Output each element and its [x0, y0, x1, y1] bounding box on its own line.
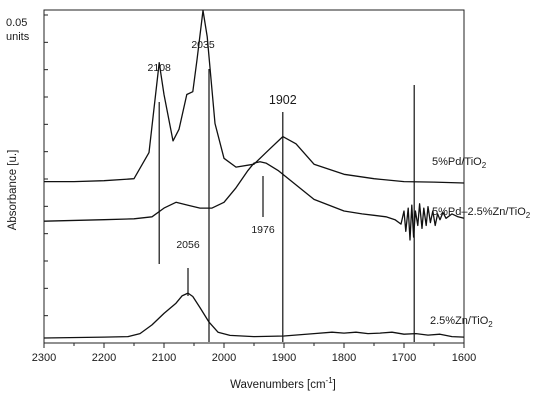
x-tick-label: 1800: [332, 352, 356, 364]
series-label-main: 5%Pd–2.5%Zn/TiO: [432, 206, 526, 218]
x-tick-label: 1900: [272, 352, 296, 364]
series-label-main: 2.5%Zn/TiO: [430, 315, 489, 327]
chart-text: 0.05 units Absorbance [u.] Wavenumbers […: [6, 17, 531, 391]
peak-label: 2056: [176, 239, 200, 251]
series-line-2: [43, 161, 465, 241]
series-label-main: 5%Pd/TiO: [432, 156, 482, 168]
x-axis-title-end: ]: [333, 379, 336, 391]
peak-label: 2108: [148, 62, 172, 74]
series-label-2: 5%Pd–2.5%Zn/TiO2: [432, 206, 531, 220]
spectra-curves: [43, 9, 465, 339]
x-tick-label: 1600: [452, 352, 476, 364]
series-label-sub: 2: [488, 320, 493, 329]
peak-label: 2035: [191, 39, 215, 51]
plot-border: [43, 9, 465, 344]
x-axis-title-main: Wavenumbers [cm: [230, 379, 325, 391]
scale-bar-unit: units: [6, 31, 30, 43]
series-label-1: 5%Pd/TiO2: [432, 156, 487, 170]
peak-label: 1902: [269, 93, 297, 107]
x-axis-title: Wavenumbers [cm-1]: [230, 376, 336, 391]
x-tick-label: 2100: [152, 352, 176, 364]
peak-marker-lines: [158, 69, 415, 342]
series-line-3: [43, 292, 465, 339]
y-axis-title: Absorbance [u.]: [7, 150, 19, 231]
peak-label: 1976: [251, 224, 275, 236]
x-tick-label: 2200: [92, 352, 116, 364]
axes-frame: 2300 2200 2100 2000 1900 1800 1700 1600: [32, 9, 476, 364]
series-label-3: 2.5%Zn/TiO2: [430, 315, 493, 329]
x-axis-title-sup: -1: [326, 376, 334, 385]
x-tick-label: 2300: [32, 352, 56, 364]
series-line-1: [44, 9, 465, 184]
x-tick-label: 2000: [212, 352, 236, 364]
x-tick-label: 1700: [392, 352, 416, 364]
series-label-sub: 2: [482, 161, 487, 170]
series-label-sub: 2: [526, 211, 531, 220]
scale-bar-value: 0.05: [6, 17, 27, 29]
